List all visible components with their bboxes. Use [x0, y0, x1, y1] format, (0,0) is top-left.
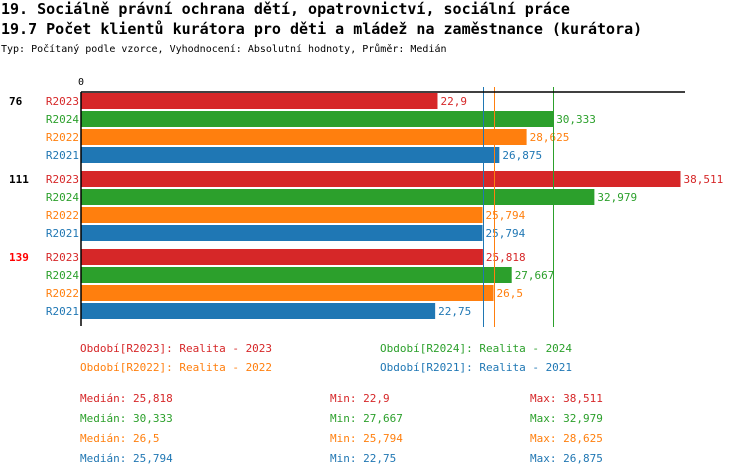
series-label: R2022 [46, 287, 79, 300]
series-label: R2022 [46, 131, 79, 144]
chart-title: 19. Sociálně právní ochrana dětí, opatro… [1, 0, 570, 18]
data-label: 26,5 [497, 287, 523, 300]
bar-r2022 [81, 285, 494, 301]
series-label: R2023 [46, 95, 79, 108]
data-label: 25,818 [486, 251, 526, 264]
stat-min: Min: 22,9 [330, 392, 390, 405]
data-label: 26,875 [502, 149, 542, 162]
legend-item: Období[R2022]: Realita - 2022 [80, 361, 272, 374]
stat-median: Medián: 30,333 [80, 412, 173, 425]
series-label: R2024 [46, 191, 79, 204]
stat-median: Medián: 25,818 [80, 392, 173, 405]
data-label: 30,333 [556, 113, 596, 126]
stat-median: Medián: 25,794 [80, 452, 173, 465]
stat-min: Min: 25,794 [330, 432, 403, 445]
bar-r2021 [81, 303, 436, 319]
stat-min: Min: 22,75 [330, 452, 396, 465]
stat-max: Max: 26,875 [530, 452, 603, 465]
bar-r2021 [81, 147, 500, 163]
data-label: 22,9 [440, 95, 467, 108]
bar-r2024 [81, 267, 512, 283]
data-label: 28,625 [530, 131, 570, 144]
stat-max: Max: 32,979 [530, 412, 603, 425]
bar-r2024 [81, 189, 595, 205]
stat-max: Max: 38,511 [530, 392, 603, 405]
series-label: R2021 [46, 227, 79, 240]
bar-r2022 [81, 129, 527, 145]
legend-item: Období[R2024]: Realita - 2024 [380, 342, 572, 355]
series-label: R2024 [46, 269, 79, 282]
bar-r2023 [81, 93, 438, 109]
bar-r2023 [81, 249, 483, 265]
x-tick-label: 0 [78, 77, 84, 88]
bar-r2021 [81, 225, 483, 241]
group-label: 76 [9, 95, 23, 108]
data-label: 25,794 [486, 209, 526, 222]
chart-description: Typ: Počítaný podle vzorce, Vyhodnocení:… [1, 44, 447, 55]
series-label: R2021 [46, 305, 79, 318]
series-label: R2022 [46, 209, 79, 222]
legend-item: Období[R2023]: Realita - 2023 [80, 342, 272, 355]
legend-item: Období[R2021]: Realita - 2021 [380, 361, 572, 374]
chart-subtitle-indicator: 19.7 Počet klientů kurátora pro děti a m… [1, 20, 643, 38]
bar-r2023 [81, 171, 681, 187]
stat-min: Min: 27,667 [330, 412, 403, 425]
bar-r2024 [81, 111, 554, 127]
group-label: 139 [9, 251, 29, 264]
data-label: 32,979 [597, 191, 637, 204]
stat-max: Max: 28,625 [530, 432, 603, 445]
stat-median: Medián: 26,5 [80, 432, 159, 445]
series-label: R2024 [46, 113, 79, 126]
series-label: R2023 [46, 173, 79, 186]
series-label: R2023 [46, 251, 79, 264]
group-label: 111 [9, 173, 29, 186]
data-label: 38,511 [684, 173, 724, 186]
series-label: R2021 [46, 149, 79, 162]
bar-r2022 [81, 207, 483, 223]
data-label: 25,794 [486, 227, 526, 240]
data-label: 22,75 [438, 305, 471, 318]
data-label: 27,667 [515, 269, 555, 282]
